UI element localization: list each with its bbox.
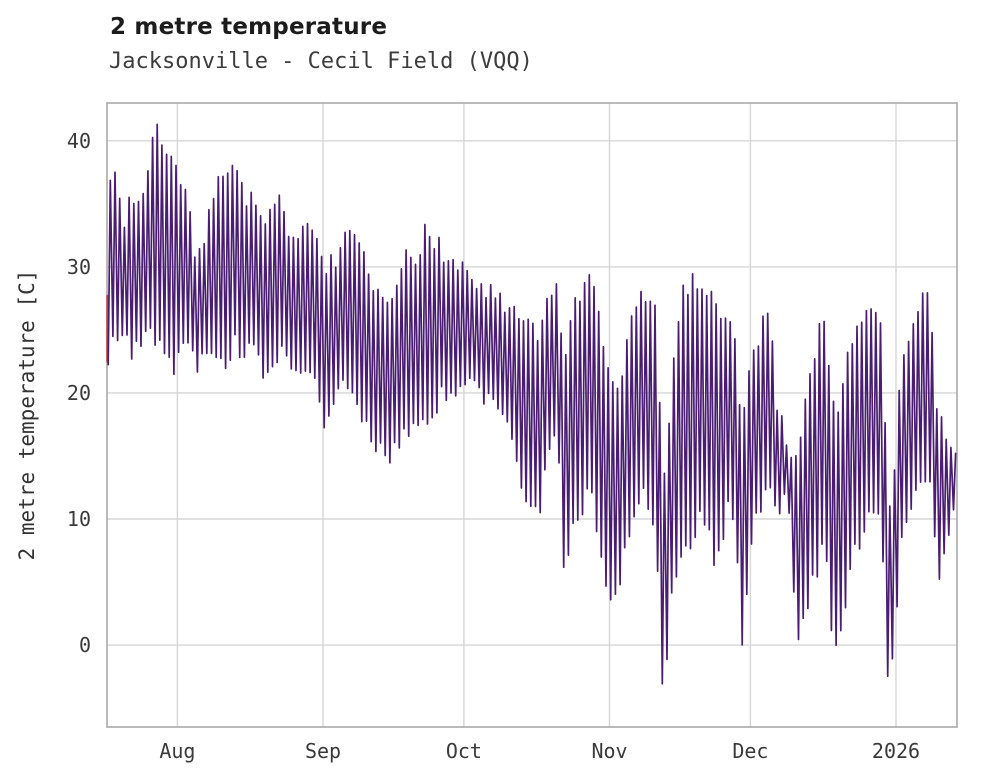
y-tick-label: 30 [67, 255, 91, 279]
y-axis-label: 2 metre temperature [C] [15, 269, 39, 561]
y-tick-label: 20 [67, 381, 91, 405]
x-tick-label: Nov [591, 739, 627, 763]
temperature-line [107, 123, 957, 685]
x-tick-label: Dec [732, 739, 768, 763]
y-tick-label: 0 [79, 633, 91, 657]
chart-title: 2 metre temperature [110, 14, 388, 40]
x-tick-label: Oct [446, 739, 482, 763]
chart-subtitle: Jacksonville - Cecil Field (VQQ) [109, 49, 533, 74]
x-tick-label: 2026 [872, 739, 920, 763]
x-tick-label: Sep [305, 739, 341, 763]
plot-border [106, 102, 958, 728]
y-tick-label: 10 [67, 507, 91, 531]
x-tick-label: Aug [159, 739, 195, 763]
y-tick-label: 40 [67, 129, 91, 153]
